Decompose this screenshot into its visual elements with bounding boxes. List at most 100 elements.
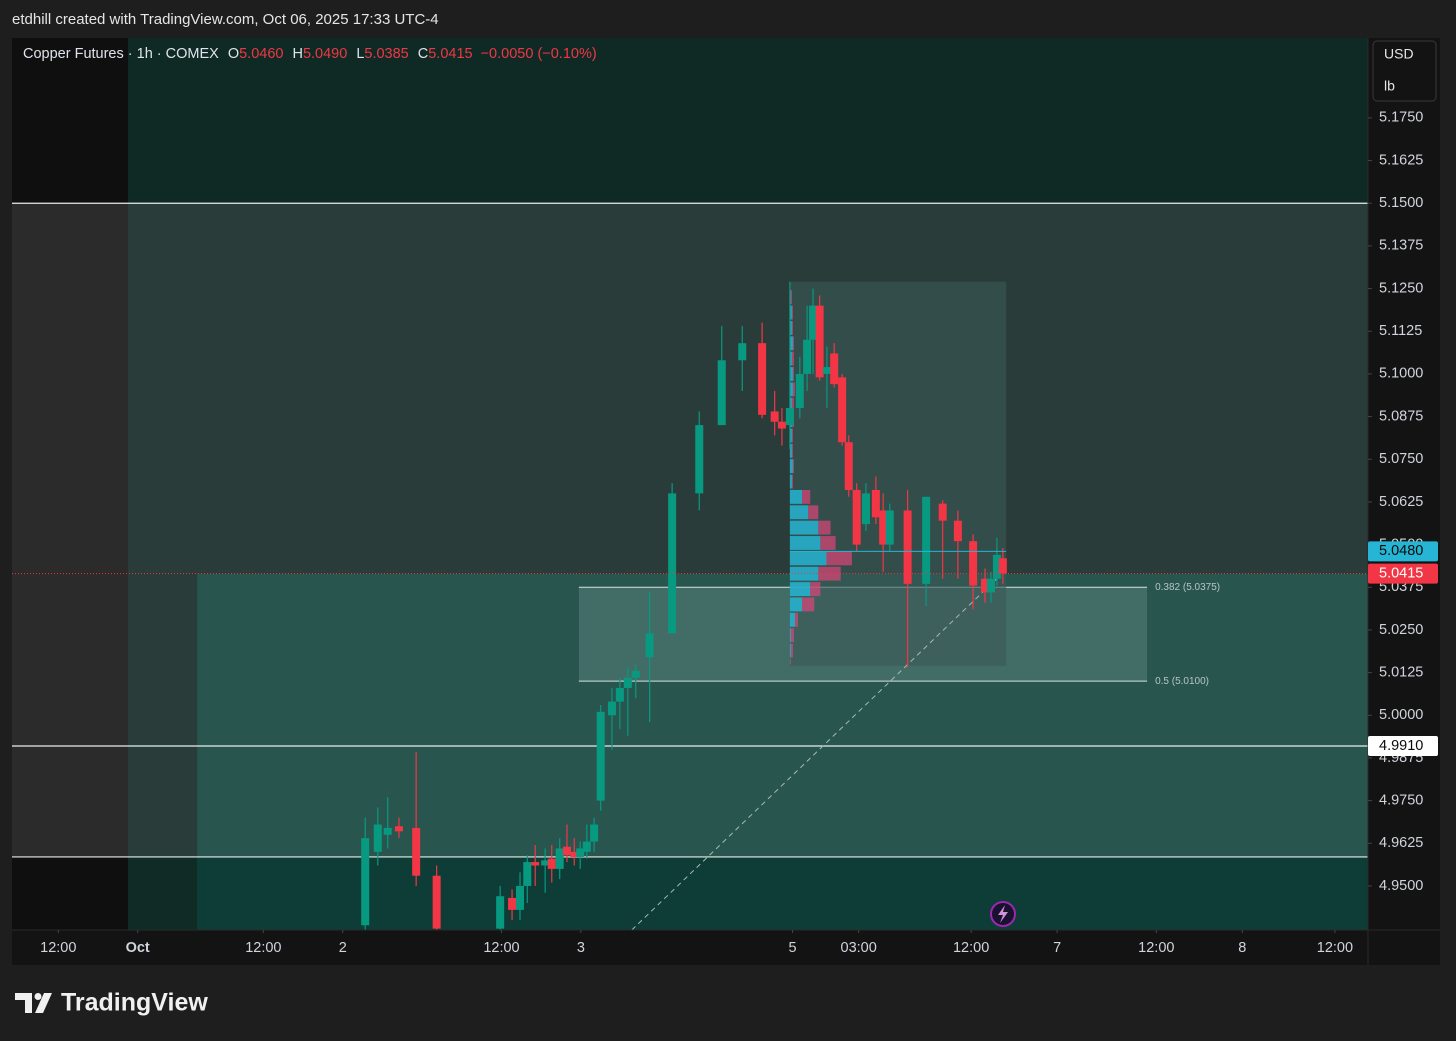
y-tick-label: 5.1125 <box>1379 323 1422 339</box>
y-tick-label: 5.0250 <box>1379 622 1423 638</box>
candle-body <box>623 677 632 688</box>
y-tick-label: 5.1625 <box>1379 152 1423 168</box>
volume-up <box>789 351 792 366</box>
volume-up <box>789 643 791 658</box>
candle-body <box>986 578 995 593</box>
ohlc-key: H <box>292 46 302 62</box>
volume-up <box>789 474 792 489</box>
y-tick-label: 5.0875 <box>1379 408 1423 424</box>
price-badge-label: 4.9910 <box>1379 738 1423 754</box>
y-tick-label: 5.0125 <box>1379 664 1423 680</box>
ohlc-key: C <box>418 46 428 62</box>
price-axis <box>1368 38 1440 930</box>
candle-body <box>547 858 556 869</box>
price-badge <box>1368 563 1438 584</box>
volume-down <box>791 320 793 335</box>
candle-body <box>361 838 370 926</box>
volume-down <box>792 336 794 351</box>
candle-body <box>668 493 677 634</box>
volume-down <box>810 582 821 597</box>
volume-down <box>791 443 793 458</box>
candle-body <box>394 826 403 832</box>
session-shade <box>12 38 128 204</box>
volume-up <box>789 628 791 643</box>
ohlc-value: 5.0490 <box>303 46 347 62</box>
price-badge <box>1368 736 1438 757</box>
brand-logo: TradingView <box>15 989 208 1017</box>
candle-body <box>844 442 853 490</box>
candle-body <box>992 554 1001 579</box>
price-badge-label: 5.0480 <box>1379 543 1423 559</box>
y-tick-label: 5.0750 <box>1379 451 1423 467</box>
candle-body <box>516 885 525 910</box>
volume-up <box>789 612 795 627</box>
session-shade <box>12 203 128 857</box>
symbol-title: Copper Futures · 1h · COMEX <box>23 46 219 62</box>
x-tick-label: 12:00 <box>1317 940 1353 956</box>
candle-body <box>852 489 861 545</box>
candle-body <box>822 367 831 374</box>
x-tick-label: 12:00 <box>1138 940 1174 956</box>
x-tick-label: 12:00 <box>245 940 281 956</box>
candle-body <box>770 411 779 422</box>
candle-body <box>903 510 912 584</box>
candle-body <box>531 862 540 866</box>
candle-body <box>596 711 605 801</box>
volume-up <box>789 505 809 520</box>
volume-up <box>789 336 793 351</box>
volume-down <box>794 612 799 627</box>
y-tick-label: 5.1000 <box>1379 366 1423 382</box>
candle-body <box>496 896 505 929</box>
volume-down <box>790 628 794 643</box>
candle-body <box>555 848 564 869</box>
attribution: etdhill created with TradingView.com, Oc… <box>12 11 439 28</box>
volume-down <box>789 658 791 665</box>
y-tick-label: 5.1500 <box>1379 195 1423 211</box>
candle-body <box>785 408 794 426</box>
volume-down <box>791 474 793 489</box>
y-tick-label: 4.9500 <box>1379 878 1423 894</box>
ohlc-key: L <box>356 46 364 62</box>
candle-body <box>523 862 532 886</box>
candle-body <box>717 360 726 426</box>
time-axis <box>12 930 1440 965</box>
candle-body <box>885 510 894 545</box>
candle-body <box>758 343 767 415</box>
candle-body <box>615 687 624 702</box>
axes: USD lb 5.1750 5.1625 5.1500 5.1375 5.1250 5.1… <box>12 38 1440 965</box>
price-badge-label: 5.0415 <box>1379 565 1423 581</box>
plot-area: 0.382 (5.0375) 0.5 (5.0100) <box>12 38 1368 930</box>
volume-down <box>791 305 793 320</box>
candle-body <box>590 824 599 842</box>
volume-down <box>791 351 794 366</box>
volume-down <box>790 290 792 305</box>
candle-body <box>412 827 421 876</box>
ohlc-key: O <box>228 46 239 62</box>
unit-box[interactable] <box>1372 40 1437 102</box>
x-tick-label: 2 <box>339 940 347 956</box>
legend-header: Copper Futures · 1h · COMEX O5.0460 H5.049… <box>23 46 597 62</box>
volume-up <box>789 597 803 612</box>
volume-up <box>789 536 821 550</box>
candle-body <box>541 860 550 866</box>
logo-mark <box>34 993 42 1000</box>
volume-up <box>789 428 792 443</box>
volume-down <box>820 536 836 550</box>
candle-body <box>576 848 585 857</box>
ohlc-value: 5.0460 <box>239 46 283 62</box>
y-tick-label: 4.9750 <box>1379 792 1423 808</box>
volume-down <box>818 520 831 535</box>
candle-body <box>373 824 382 852</box>
y-tick-label: 5.1375 <box>1379 238 1423 254</box>
logo-mark <box>15 993 32 1013</box>
candle-body <box>631 670 640 678</box>
candle-body <box>838 377 847 443</box>
x-tick-label: 3 <box>577 940 585 956</box>
candle-body <box>695 425 704 494</box>
x-tick-label: Oct <box>126 940 150 956</box>
x-tick-label: 12:00 <box>40 940 76 956</box>
candle-body <box>738 343 747 361</box>
candle-body <box>803 339 812 374</box>
band-bottom <box>12 856 1368 930</box>
